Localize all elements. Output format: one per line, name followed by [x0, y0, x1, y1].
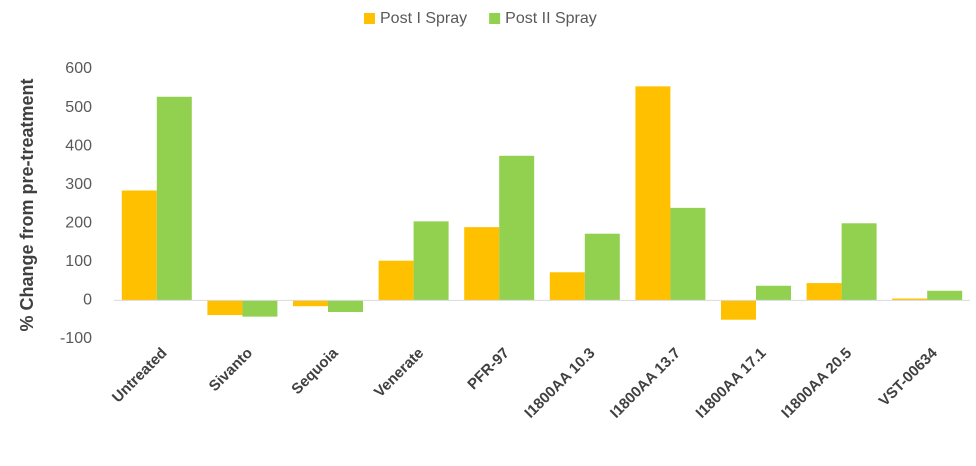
y-tick-label: -100	[60, 330, 92, 347]
x-tick-label: VST-00634	[876, 344, 942, 410]
bar	[635, 86, 671, 301]
y-tick-label: 100	[65, 253, 92, 270]
bar	[378, 260, 414, 301]
bar	[328, 300, 363, 312]
legend-label: Post I Spray	[380, 10, 467, 27]
legend-swatch	[489, 13, 501, 24]
x-tick-label: I1800AA 17.1	[693, 345, 770, 422]
bar	[549, 272, 585, 301]
bar	[464, 227, 500, 301]
bar	[242, 300, 278, 317]
bar	[841, 223, 877, 301]
bar	[584, 233, 620, 301]
bar	[413, 221, 449, 301]
x-tick-label: Sequoia	[288, 344, 342, 398]
bar	[892, 298, 928, 301]
x-tick-label: I1800AA 20.5	[778, 345, 855, 422]
y-tick-label: 600	[65, 60, 92, 77]
bar	[721, 300, 756, 320]
x-tick-label: Venerate	[371, 345, 427, 401]
x-tick-label: PFR-97	[464, 345, 513, 394]
x-tick-label: I1800AA 13.7	[607, 345, 684, 422]
bar	[207, 300, 243, 316]
y-axis-title: % Change from pre-treatment	[17, 78, 37, 331]
bar	[499, 155, 535, 301]
bar	[806, 283, 842, 301]
x-tick-label: I1800AA 10.3	[521, 345, 598, 422]
bar	[756, 285, 791, 301]
bar	[156, 96, 192, 301]
x-tick-label: Untreated	[109, 345, 171, 407]
y-tick-label: 200	[65, 215, 92, 232]
legend-swatch	[364, 13, 375, 24]
bar	[927, 290, 963, 301]
x-tick-label: Sivanto	[206, 345, 256, 395]
y-tick-label: 400	[65, 137, 92, 154]
y-tick-label: 300	[65, 176, 92, 193]
bar	[121, 190, 157, 301]
y-tick-label: 0	[83, 292, 92, 309]
y-tick-label: 500	[65, 99, 92, 116]
legend-label: Post II Spray	[505, 10, 597, 27]
bar	[670, 207, 706, 301]
bar	[293, 300, 328, 307]
